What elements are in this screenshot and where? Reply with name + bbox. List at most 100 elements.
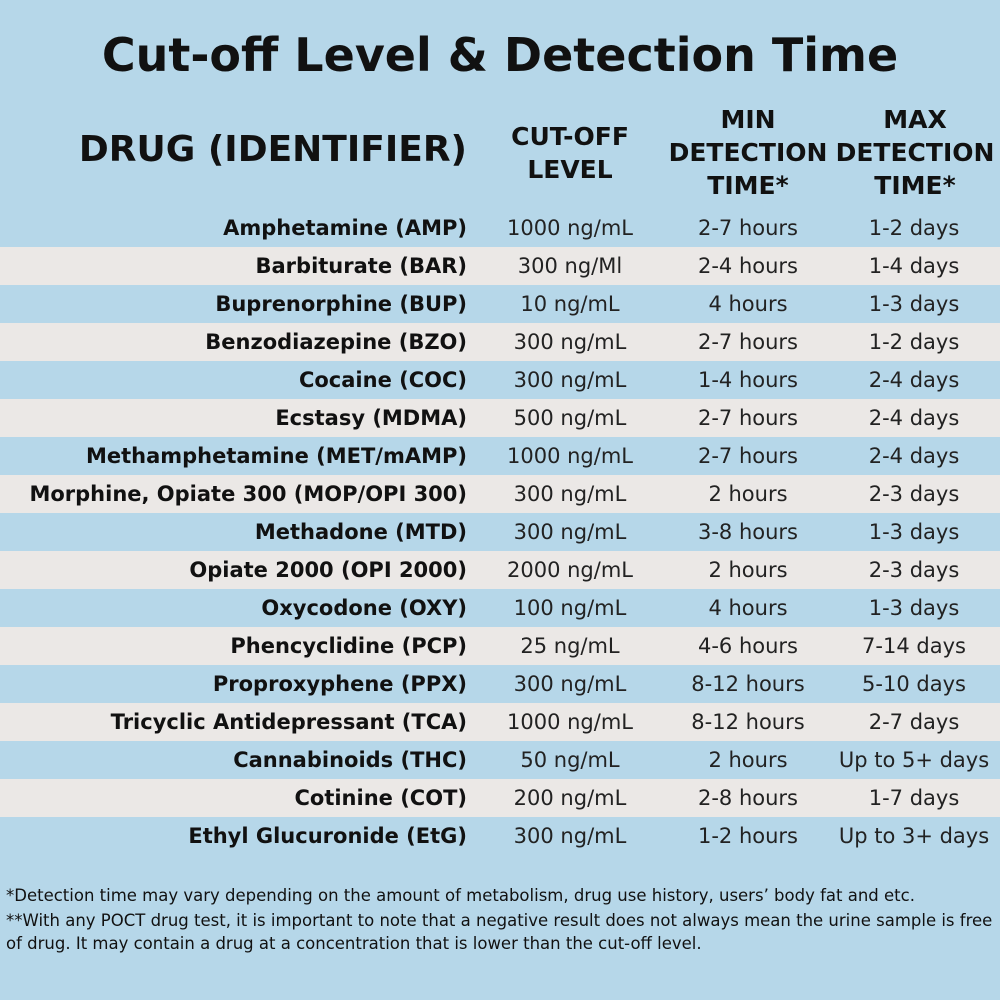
table-cell: 1000 ng/mL <box>507 444 633 468</box>
header-line: TIME* <box>874 171 956 200</box>
table-cell: 1-2 days <box>868 330 960 354</box>
table-cell: Methadone (MTD) <box>254 520 467 544</box>
table-cell: Morphine, Opiate 300 (MOP/OPI 300) <box>29 482 467 506</box>
table-cell: Cotinine (COT) <box>294 786 467 810</box>
table-cell: 300 ng/mL <box>513 520 627 544</box>
table-row: Morphine, Opiate 300 (MOP/OPI 300) 300 ng… <box>0 475 1000 513</box>
table-cell: Tricyclic Antidepressant (TCA) <box>110 710 467 734</box>
table-cell: 25 ng/mL <box>520 634 620 658</box>
table-cell: Up to 5+ days <box>838 748 990 772</box>
header-line: MIN <box>720 105 776 134</box>
table-cell: Benzodiazepine (BZO) <box>205 330 467 354</box>
table-row: Ethyl Glucuronide (EtG) 300 ng/mL 1-2 hour… <box>0 817 1000 855</box>
header-line: DETECTION <box>835 138 995 167</box>
table-cell: 2-7 hours <box>697 444 799 468</box>
footnotes: *Detection time may vary depending on th… <box>6 884 996 957</box>
table-cell: 4-6 hours <box>697 634 799 658</box>
table-cell: 1-3 days <box>868 292 960 316</box>
header-line: MAX <box>883 105 947 134</box>
table-cell: 1-3 days <box>868 520 960 544</box>
table-row: Ecstasy (MDMA) 500 ng/mL 2-7 hours 2-4 days <box>0 399 1000 437</box>
table-cell: 1-7 days <box>868 786 960 810</box>
table-row: Opiate 2000 (OPI 2000) 2000 ng/mL 2 hours 2… <box>0 551 1000 589</box>
table-cell: 300 ng/mL <box>513 672 627 696</box>
column-header: MAX DETECTION TIME* <box>825 103 1000 202</box>
table-cell: Up to 3+ days <box>838 824 990 848</box>
table-row: Benzodiazepine (BZO) 300 ng/mL 2-7 hours 1-… <box>0 323 1000 361</box>
table-cell: 10 ng/mL <box>520 292 620 316</box>
table-cell: 2-4 days <box>868 406 960 430</box>
table-cell: 1000 ng/mL <box>507 216 633 240</box>
table-cell: 500 ng/mL <box>513 406 627 430</box>
table-cell: 2-3 days <box>868 558 960 582</box>
table-cell: 2-7 hours <box>697 406 799 430</box>
footnote: *Detection time may vary depending on th… <box>6 886 915 905</box>
table-cell: Cannabinoids (THC) <box>233 748 467 772</box>
table-row: Cannabinoids (THC) 50 ng/mL 2 hours Up to 5… <box>0 741 1000 779</box>
table-cell: 300 ng/Ml <box>517 254 623 278</box>
table-row: Amphetamine (AMP) 1000 ng/mL 2-7 hours 1-2 … <box>0 209 1000 247</box>
header-line: TIME* <box>707 171 789 200</box>
column-header: MIN DETECTION TIME* <box>658 103 838 202</box>
table-cell: Opiate 2000 (OPI 2000) <box>189 558 467 582</box>
table-cell: Buprenorphine (BUP) <box>215 292 467 316</box>
table-cell: 2-4 days <box>868 368 960 392</box>
table-cell: 300 ng/mL <box>513 824 627 848</box>
table-cell: 200 ng/mL <box>513 786 627 810</box>
table-cell: 300 ng/mL <box>513 368 627 392</box>
table-cell: 8-12 hours <box>691 672 805 696</box>
table-cell: 50 ng/mL <box>520 748 620 772</box>
table-cell: 1-3 days <box>868 596 960 620</box>
table-cell: 2 hours <box>708 748 788 772</box>
footnote: **With any POCT drug test, it is importa… <box>6 911 993 953</box>
table-row: Barbiturate (BAR) 300 ng/Ml 2-4 hours 1-4 d… <box>0 247 1000 285</box>
table-row: Cotinine (COT) 200 ng/mL 2-8 hours 1-7 days <box>0 779 1000 817</box>
table-cell: 1-4 hours <box>697 368 799 392</box>
table-cell: Cocaine (COC) <box>298 368 467 392</box>
table-cell: 1-2 days <box>868 216 960 240</box>
table-cell: 2 hours <box>708 558 788 582</box>
table-cell: Ecstasy (MDMA) <box>275 406 467 430</box>
column-header: DRUG (IDENTIFIER) <box>60 128 467 172</box>
table-cell: 7-14 days <box>862 634 966 658</box>
header-line: LEVEL <box>527 155 613 184</box>
table-row: Cocaine (COC) 300 ng/mL 1-4 hours 2-4 days <box>0 361 1000 399</box>
table-cell: 2-3 days <box>868 482 960 506</box>
table-cell: 2-4 hours <box>697 254 799 278</box>
table-row: Phencyclidine (PCP) 25 ng/mL 4-6 hours 7-14… <box>0 627 1000 665</box>
table-cell: 100 ng/mL <box>513 596 627 620</box>
table-cell: 2-8 hours <box>697 786 799 810</box>
table-cell: 4 hours <box>708 596 788 620</box>
table-cell: 5-10 days <box>862 672 966 696</box>
table-cell: 300 ng/mL <box>513 482 627 506</box>
table-cell: 8-12 hours <box>691 710 805 734</box>
table-cell: Barbiturate (BAR) <box>255 254 468 278</box>
table-cell: Oxycodone (OXY) <box>261 596 467 620</box>
table-cell: 1-2 hours <box>697 824 799 848</box>
table-cell: 2000 ng/mL <box>507 558 633 582</box>
header-line: DRUG (IDENTIFIER) <box>78 129 467 170</box>
table-cell: Methamphetamine (MET/mAMP) <box>85 444 467 468</box>
table-cell: 300 ng/mL <box>513 330 627 354</box>
table-cell: Phencyclidine (PCP) <box>230 634 467 658</box>
table-cell: 2-4 days <box>868 444 960 468</box>
table-row: Oxycodone (OXY) 100 ng/mL 4 hours 1-3 days <box>0 589 1000 627</box>
table-cell: 2-7 hours <box>697 216 799 240</box>
table-row: Tricyclic Antidepressant (TCA) 1000 ng/mL… <box>0 703 1000 741</box>
table-cell: 3-8 hours <box>697 520 799 544</box>
header-line: CUT-OFF <box>511 122 629 151</box>
table-row: Methamphetamine (MET/mAMP) 1000 ng/mL 2-7 … <box>0 437 1000 475</box>
table-cell: 2-7 days <box>868 710 960 734</box>
table-cell: Amphetamine (AMP) <box>223 216 467 240</box>
table-cell: 2 hours <box>708 482 788 506</box>
table-cell: Ethyl Glucuronide (EtG) <box>188 824 467 848</box>
title: Cut-off Level & Detection Time <box>101 28 899 82</box>
column-header: CUT-OFF LEVEL <box>490 120 650 186</box>
table-cell: 2-7 hours <box>697 330 799 354</box>
table-cell: 4 hours <box>708 292 788 316</box>
table-cell: 1000 ng/mL <box>507 710 633 734</box>
table-cell: Proproxyphene (PPX) <box>212 672 467 696</box>
table-row: Methadone (MTD) 300 ng/mL 3-8 hours 1-3 day… <box>0 513 1000 551</box>
header-line: DETECTION <box>668 138 828 167</box>
